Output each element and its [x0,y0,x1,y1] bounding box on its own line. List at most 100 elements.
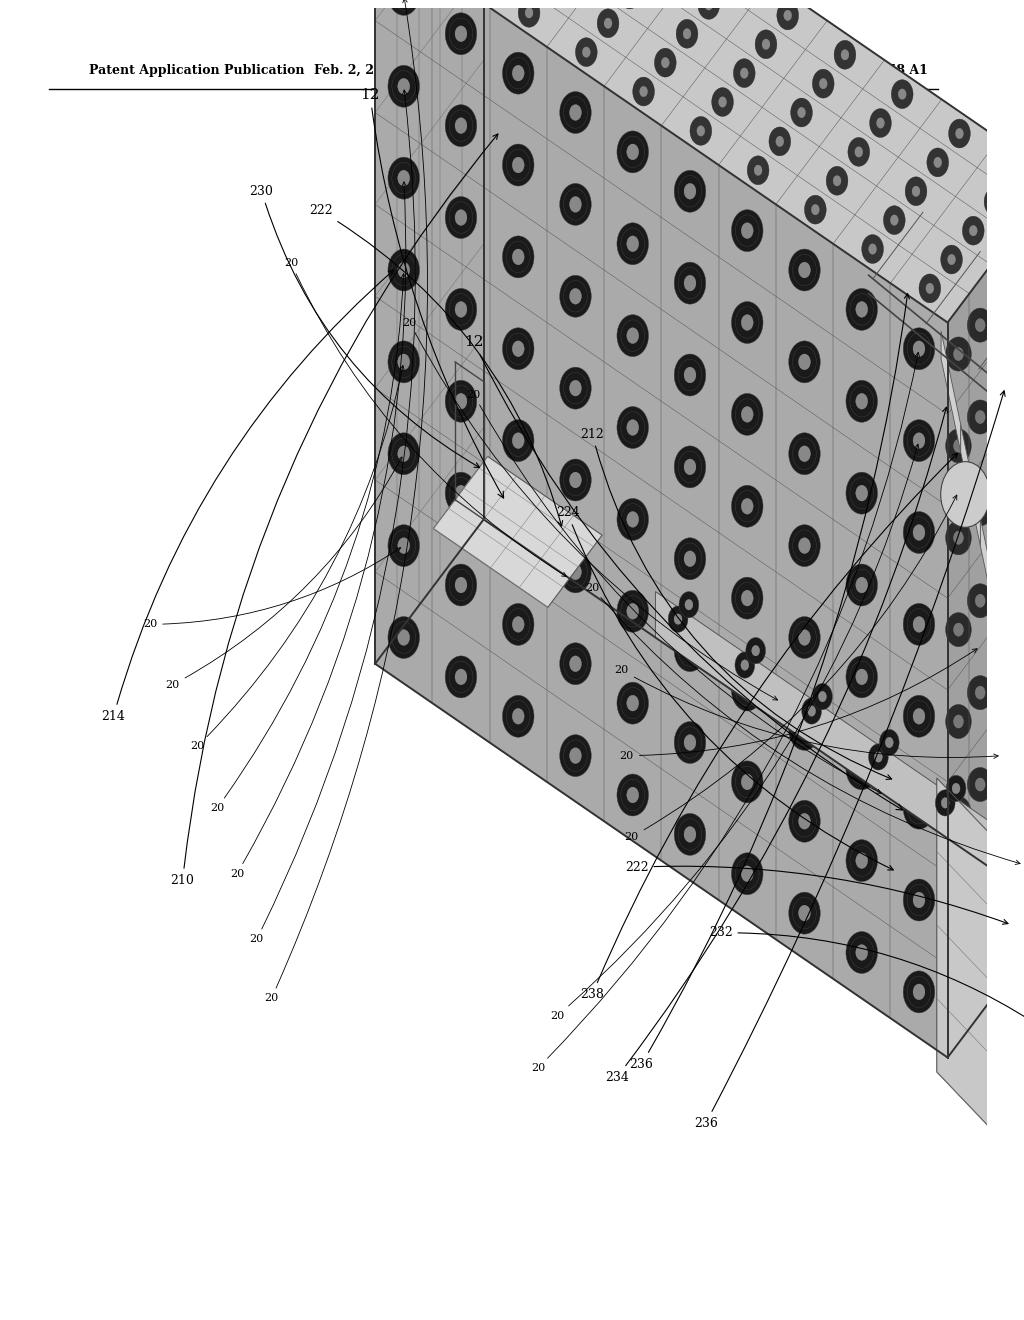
Circle shape [848,137,869,166]
Circle shape [975,594,985,607]
Circle shape [855,147,862,157]
Circle shape [616,774,648,816]
Circle shape [927,148,948,177]
Circle shape [397,630,410,645]
Circle shape [627,696,639,711]
Circle shape [560,276,591,317]
Circle shape [997,841,1007,854]
Circle shape [388,65,420,107]
Circle shape [455,669,467,685]
Circle shape [968,400,993,434]
Circle shape [674,170,706,213]
Circle shape [991,197,999,207]
Circle shape [945,612,972,647]
Circle shape [945,796,972,830]
Polygon shape [375,0,1024,322]
Circle shape [503,603,535,645]
Circle shape [846,473,878,513]
Circle shape [755,30,777,58]
Circle shape [388,0,420,16]
Circle shape [791,98,812,127]
Text: 214: 214 [101,271,394,723]
Circle shape [776,136,783,147]
Circle shape [945,888,972,923]
Circle shape [788,341,820,383]
Circle shape [569,197,582,213]
Circle shape [913,341,925,356]
Circle shape [856,853,867,869]
Circle shape [903,512,935,553]
Circle shape [846,564,878,606]
Circle shape [989,923,1015,957]
Circle shape [913,616,925,632]
Circle shape [560,735,591,776]
Circle shape [798,107,806,117]
Circle shape [941,797,949,808]
Circle shape [569,656,582,672]
Circle shape [953,807,964,820]
Text: 210: 210 [171,135,498,887]
Circle shape [1019,904,1024,917]
Circle shape [953,440,964,453]
Polygon shape [980,519,1000,639]
Circle shape [968,952,993,985]
Circle shape [388,249,420,290]
Circle shape [741,682,753,698]
Text: 236: 236 [694,391,1006,1130]
Circle shape [968,308,993,342]
Circle shape [512,616,524,632]
Circle shape [788,249,820,290]
Circle shape [445,656,477,698]
Circle shape [569,288,582,304]
Circle shape [741,499,753,513]
Circle shape [805,195,826,224]
Polygon shape [1020,705,1024,826]
Circle shape [802,698,821,725]
Circle shape [868,244,877,255]
Circle shape [731,486,763,527]
Circle shape [560,183,591,226]
Circle shape [984,187,1006,216]
Text: 20: 20 [250,90,416,944]
Circle shape [769,127,791,156]
Circle shape [1011,525,1024,560]
Circle shape [669,606,688,632]
Circle shape [946,775,966,801]
Circle shape [968,859,993,894]
Circle shape [913,892,925,908]
Circle shape [799,722,810,738]
Circle shape [445,288,477,330]
Circle shape [397,170,410,186]
Text: 212: 212 [581,428,892,779]
Circle shape [762,40,770,50]
Circle shape [397,537,410,553]
Circle shape [989,830,1015,865]
Circle shape [903,787,935,829]
Circle shape [698,0,720,20]
Circle shape [856,301,867,317]
Circle shape [1013,168,1021,178]
Circle shape [898,88,906,99]
Circle shape [674,813,706,855]
Circle shape [597,9,618,38]
Circle shape [674,537,706,579]
Circle shape [799,813,810,829]
Polygon shape [655,591,1024,913]
Polygon shape [375,0,947,1057]
Circle shape [1011,434,1024,469]
Circle shape [869,108,891,137]
Polygon shape [1000,612,1020,733]
Circle shape [684,459,696,475]
Circle shape [1011,710,1024,744]
Circle shape [926,284,934,293]
Circle shape [604,18,612,29]
Text: 20: 20 [229,182,407,879]
Circle shape [1006,158,1024,187]
Circle shape [633,77,654,106]
Circle shape [953,715,964,729]
Circle shape [397,78,410,94]
Circle shape [627,603,639,619]
Circle shape [388,341,420,383]
Circle shape [616,223,648,265]
Circle shape [913,433,925,449]
